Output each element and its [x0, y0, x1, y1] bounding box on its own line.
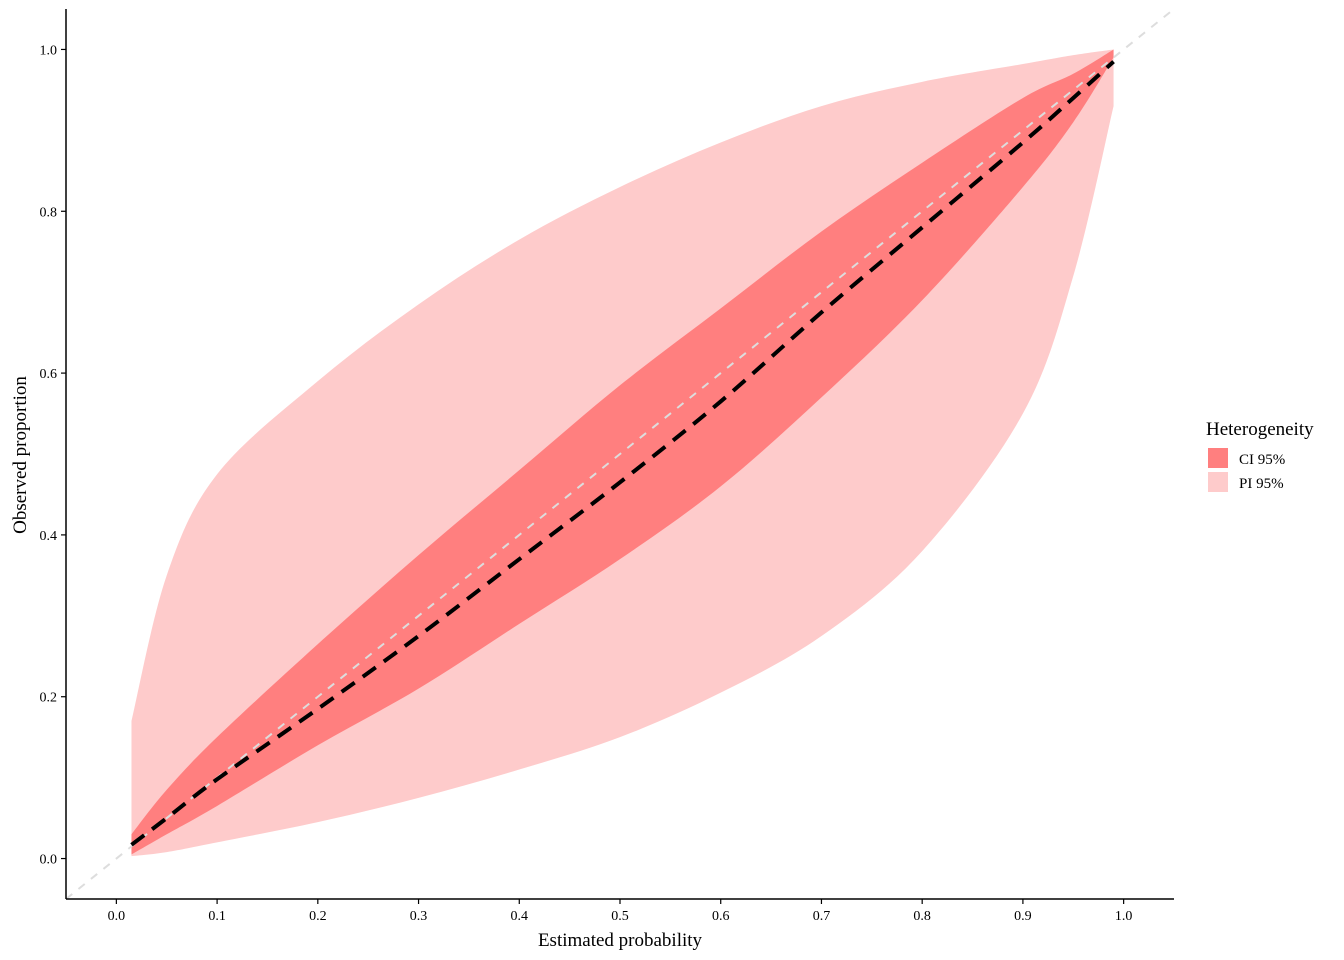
x-tick-label: 0.8	[913, 909, 931, 924]
x-tick-label: 0.4	[511, 909, 529, 924]
x-tick-label: 0.6	[712, 909, 730, 924]
x-tick-label: 0.5	[611, 909, 629, 924]
reference-diagonal-line	[65, 8, 1175, 900]
legend-swatch-pi	[1208, 472, 1228, 492]
axes-layer: 0.0 0.1 0.2 0.3 0.4 0.5 0.6 0.7 0.8 0.9 1.0 0.0 0.2 0…	[40, 9, 1174, 924]
x-axis-title: Estimated probability	[538, 930, 703, 951]
ci-band	[131, 49, 1114, 855]
legend-swatch-ci	[1208, 448, 1228, 468]
y-tick-label: 0.6	[40, 367, 58, 382]
x-tick-label: 0.2	[309, 909, 327, 924]
calibration-line	[130, 60, 1115, 847]
legend-label-ci: CI 95%	[1239, 452, 1285, 468]
y-tick-label: 1.0	[40, 43, 58, 58]
x-tick-label: 0.7	[813, 909, 831, 924]
lines-layer	[65, 8, 1175, 900]
bands-layer	[131, 49, 1114, 857]
y-axis-title: Observed proportion	[10, 376, 31, 534]
y-tick-label: 0.2	[40, 691, 58, 706]
y-tick-label: 0.0	[40, 853, 58, 868]
x-tick-label: 0.0	[108, 909, 126, 924]
x-tick-label: 0.3	[410, 909, 428, 924]
legend: Heterogeneity CI 95% PI 95%	[1206, 419, 1314, 492]
legend-label-pi: PI 95%	[1239, 476, 1284, 492]
y-tick-label: 0.4	[40, 529, 58, 544]
legend-title: Heterogeneity	[1206, 419, 1314, 440]
y-tick-label: 0.8	[40, 205, 58, 220]
x-tick-label: 0.9	[1014, 909, 1032, 924]
x-tick-label: 0.1	[208, 909, 226, 924]
x-tick-label: 1.0	[1115, 909, 1133, 924]
